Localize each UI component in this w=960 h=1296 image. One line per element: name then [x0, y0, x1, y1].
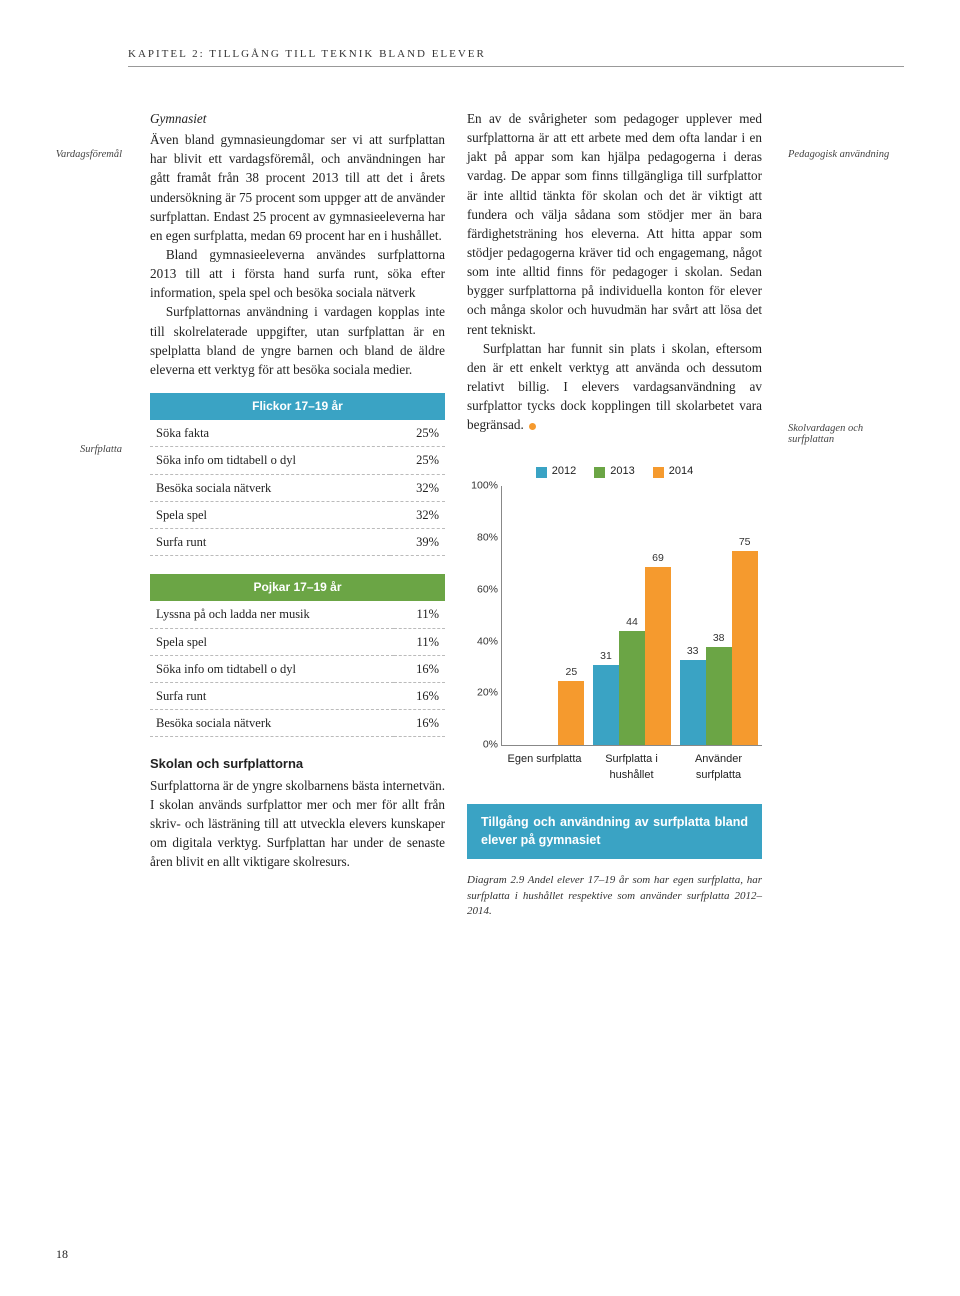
table-cell: 39% [390, 528, 445, 555]
left-margin-column: Vardagsföremål Surfplatta [56, 109, 128, 919]
body-paragraph: Surfplattan har funnit sin plats i skola… [467, 339, 762, 435]
table-cell: 11% [394, 628, 445, 655]
table-cell: Spela spel [150, 628, 394, 655]
bar: 38 [706, 647, 732, 745]
table-cell: 25% [390, 420, 445, 447]
table-cell: 25% [390, 447, 445, 474]
body-paragraph: Surfplattorna är de yngre skolbarnens bä… [150, 776, 445, 872]
chart-plot-area: 25314469333875 0%20%40%60%80%100% [501, 486, 762, 746]
margin-note: Surfplatta [80, 444, 122, 455]
body-paragraph: En av de svårigheter som pedagoger upple… [467, 109, 762, 339]
table-cell: Söka fakta [150, 420, 390, 447]
table-row: Söka info om tidtabell o dyl16% [150, 655, 445, 682]
table-row: Surfa runt16% [150, 682, 445, 709]
table-row: Spela spel32% [150, 501, 445, 528]
bar: 25 [558, 681, 584, 746]
legend-item: 2014 [653, 464, 693, 480]
table-row: Lyssna på och ladda ner musik11% [150, 601, 445, 628]
bar-value-label: 31 [600, 649, 612, 664]
y-axis-tick: 20% [464, 686, 498, 701]
section-heading-italic: Gymnasiet [150, 109, 445, 128]
table-pojkar: Pojkar 17–19 år Lyssna på och ladda ner … [150, 574, 445, 737]
body-paragraph: Bland gymnasieeleverna användes surfplat… [150, 245, 445, 302]
bar-value-label: 33 [687, 644, 699, 659]
bar: 75 [732, 551, 758, 745]
body-paragraph: Även bland gymnasieungdomar ser vi att s… [150, 130, 445, 245]
table-cell: 11% [394, 601, 445, 628]
legend-label: 2013 [610, 464, 634, 480]
bar: 44 [619, 631, 645, 745]
bar-group: 25 [502, 486, 589, 745]
table-cell: 16% [394, 655, 445, 682]
table-cell: Lyssna på och ladda ner musik [150, 601, 394, 628]
table-header-pojkar: Pojkar 17–19 år [150, 574, 445, 601]
legend-label: 2012 [552, 464, 576, 480]
legend-swatch [536, 467, 547, 478]
y-axis-tick: 60% [464, 582, 498, 597]
margin-note: Vardagsföremål [56, 149, 122, 160]
table-flickor: Flickor 17–19 år Söka fakta25%Söka info … [150, 393, 445, 556]
bar-value-label: 25 [565, 665, 577, 680]
x-axis-label: Surfplatta i hushållet [588, 752, 675, 784]
body-paragraph: Surfplattornas användning i vardagen kop… [150, 302, 445, 379]
table-cell: Spela spel [150, 501, 390, 528]
bar-group: 314469 [589, 486, 676, 745]
bar-value-label: 75 [739, 535, 751, 550]
text-column-1: Gymnasiet Även bland gymnasieungdomar se… [150, 109, 445, 919]
y-axis-tick: 40% [464, 634, 498, 649]
page-number: 18 [56, 1247, 68, 1262]
diagram-caption: Diagram 2.9 Andel elever 17–19 år som ha… [467, 873, 762, 919]
table-cell: 16% [394, 682, 445, 709]
table-row: Besöka sociala nätverk16% [150, 709, 445, 736]
margin-note: Pedagogisk användning [788, 149, 889, 160]
legend-label: 2014 [669, 464, 693, 480]
table-cell: Söka info om tidtabell o dyl [150, 447, 390, 474]
subheading: Skolan och surfplattorna [150, 755, 445, 774]
y-axis-tick: 80% [464, 531, 498, 546]
table-cell: Surfa runt [150, 528, 390, 555]
table-cell: Surfa runt [150, 682, 394, 709]
x-axis-label: Använder surfplatta [675, 752, 762, 784]
table-cell: 16% [394, 709, 445, 736]
right-margin-column: Pedagogisk användning Skolvardagen och su… [784, 109, 904, 919]
bar-group: 333875 [675, 486, 762, 745]
chart-caption-band: Tillgång och användning av surfplatta bl… [467, 804, 762, 859]
bar-value-label: 44 [626, 615, 638, 630]
y-axis-tick: 0% [464, 738, 498, 753]
table-row: Besöka sociala nätverk32% [150, 474, 445, 501]
table-row: Surfa runt39% [150, 528, 445, 555]
table-cell: Besöka sociala nätverk [150, 709, 394, 736]
end-dot-icon [529, 423, 536, 430]
bar-chart: 201220132014 25314469333875 0%20%40%60%8… [467, 464, 762, 919]
table-cell: Söka info om tidtabell o dyl [150, 655, 394, 682]
table-header-flickor: Flickor 17–19 år [150, 393, 445, 420]
chapter-header: kapitel 2: tillgång till teknik bland el… [128, 48, 904, 67]
bar-value-label: 69 [652, 551, 664, 566]
legend-swatch [594, 467, 605, 478]
table-row: Spela spel11% [150, 628, 445, 655]
bar: 33 [680, 660, 706, 745]
bar: 31 [593, 665, 619, 745]
legend-swatch [653, 467, 664, 478]
table-row: Söka fakta25% [150, 420, 445, 447]
legend-item: 2012 [536, 464, 576, 480]
bar-value-label: 38 [713, 631, 725, 646]
text-column-2: En av de svårigheter som pedagoger upple… [467, 109, 762, 919]
table-row: Söka info om tidtabell o dyl25% [150, 447, 445, 474]
margin-note: Skolvardagen och surfplattan [788, 423, 904, 445]
chart-legend: 2012 2013 2014 [467, 464, 762, 480]
legend-item: 2013 [594, 464, 634, 480]
bar: 69 [645, 567, 671, 746]
table-cell: 32% [390, 501, 445, 528]
x-axis-label: Egen surfplatta [501, 752, 588, 784]
y-axis-tick: 100% [464, 479, 498, 494]
table-cell: Besöka sociala nätverk [150, 474, 390, 501]
table-cell: 32% [390, 474, 445, 501]
